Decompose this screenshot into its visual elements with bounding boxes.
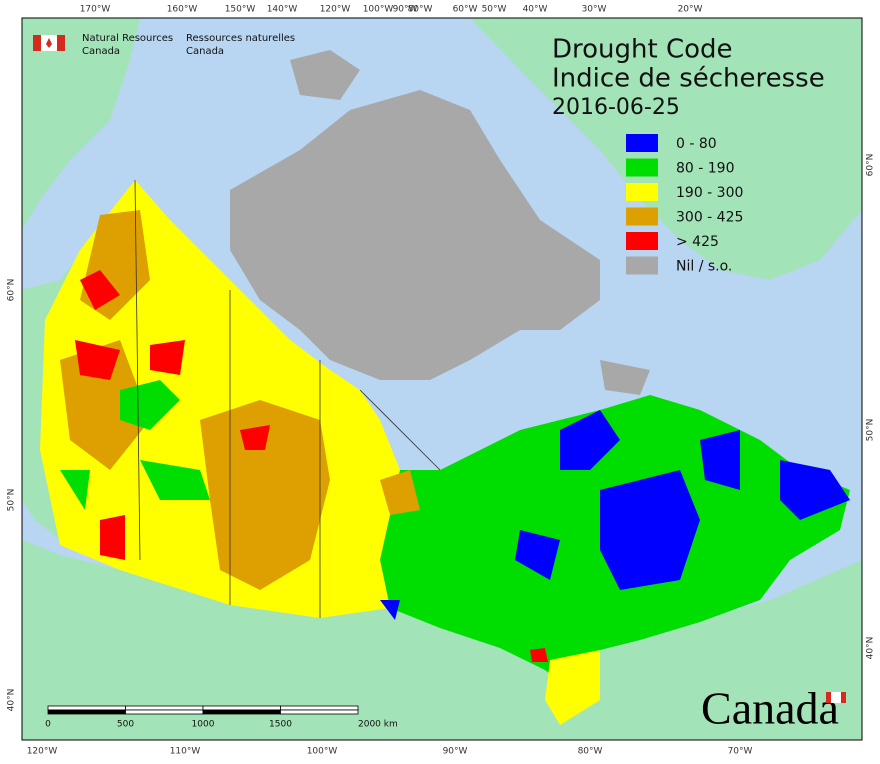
scale-segment: [280, 709, 359, 715]
graticule-label: 80°W: [408, 5, 433, 15]
logo-text: Ressources naturelles: [186, 33, 295, 44]
legend-swatch: [626, 158, 658, 177]
graticule-label: 60°W: [453, 5, 478, 15]
legend-swatch: [626, 232, 658, 250]
graticule-label: 40°W: [523, 5, 548, 15]
scale-segment: [125, 709, 204, 715]
title: Indice de sécheresse: [552, 64, 825, 94]
scale-label: 1500: [269, 720, 292, 730]
drought-low: [380, 410, 850, 620]
legend-label: 80 - 190: [676, 161, 735, 177]
scale-segment: [47, 705, 126, 711]
logo-text: Natural Resources: [82, 33, 173, 44]
graticule-label: 50°W: [482, 5, 507, 15]
united-states: [22, 540, 862, 740]
scale-bar: 0 500 1000 1500 2000 km: [45, 705, 398, 730]
graticule-label: 140°W: [267, 5, 298, 15]
hudson-bay: [390, 330, 560, 470]
graticule-labels: 170°W 160°W 150°W 140°W 120°W 100°W 90°W80°W 60…: [7, 5, 876, 757]
wordmark-text: Canada: [701, 683, 839, 734]
scale-segment: [202, 705, 281, 711]
graticule-label: 120°W: [320, 5, 351, 15]
scale-segment: [202, 709, 281, 715]
graticule-label: 40°N: [866, 637, 876, 660]
graticule-label: 60°N: [866, 154, 876, 177]
graticule-label: 110°W: [170, 747, 201, 757]
title: Drought Code: [552, 35, 733, 65]
legend-label: 0 - 80: [676, 136, 717, 152]
graticule-label: 20°W: [678, 5, 703, 15]
legend-swatch: [626, 183, 658, 201]
logo-text: Canada: [186, 46, 224, 57]
graticule-label: 170°W: [80, 5, 111, 15]
arctic-islands: [230, 90, 600, 380]
graticule-label: 100°W: [363, 5, 394, 15]
graticule-label: 70°W: [728, 747, 753, 757]
flag-bar: [57, 35, 65, 51]
arctic-islets: [290, 50, 650, 395]
graticule-label: 80°W: [578, 747, 603, 757]
graticule-label: 50°N: [866, 419, 876, 442]
graticule-label: 160°W: [167, 5, 198, 15]
legend-label: Nil / s.o.: [676, 259, 732, 275]
scale-label: 2000 km: [358, 720, 398, 730]
logo: Natural Resources Canada Ressources natu…: [33, 33, 295, 57]
scale-segment: [280, 705, 359, 711]
graticule-label: 40°N: [7, 689, 17, 712]
legend-swatch: [626, 207, 658, 226]
scale-segment: [125, 705, 204, 711]
flag-leaf: [46, 38, 52, 48]
borders: [134, 179, 441, 618]
wordmark-flag-center: [831, 692, 841, 703]
scale-label: 1000: [192, 720, 215, 730]
date: 2016-06-25: [552, 95, 680, 120]
graticule-label: 120°W: [27, 747, 58, 757]
wordmark: Canada: [701, 683, 846, 734]
graticule-label: 90°W: [443, 747, 468, 757]
legend-label: 190 - 300: [676, 185, 743, 201]
flag-bar: [33, 35, 41, 51]
logo-text: Canada: [82, 46, 120, 57]
graticule-label: 60°N: [7, 279, 17, 302]
legend-label: > 425: [676, 234, 719, 250]
graticule-label: 150°W: [225, 5, 256, 15]
graticule-label: 50°N: [7, 489, 17, 512]
legend-label: 300 - 425: [676, 210, 743, 226]
graticule-label: 90°W: [393, 5, 418, 15]
drought-ontario-south: [545, 650, 600, 725]
map-frame: [21, 17, 863, 741]
drought-moderate-west: [60, 380, 210, 510]
graticule-label: 30°W: [582, 5, 607, 15]
scale-label: 0: [45, 720, 51, 730]
frame-border: [21, 17, 863, 741]
greenland: [470, 18, 862, 280]
scale-label: 500: [117, 720, 134, 730]
scale-segment: [47, 709, 126, 715]
legend-swatch: [626, 134, 658, 152]
siberia: [22, 18, 140, 230]
legend: 0 - 80 80 - 190 190 - 300 300 - 425 > 425 Nil…: [626, 134, 743, 275]
graticule-label: 100°W: [307, 747, 338, 757]
legend-swatch: [626, 256, 658, 275]
